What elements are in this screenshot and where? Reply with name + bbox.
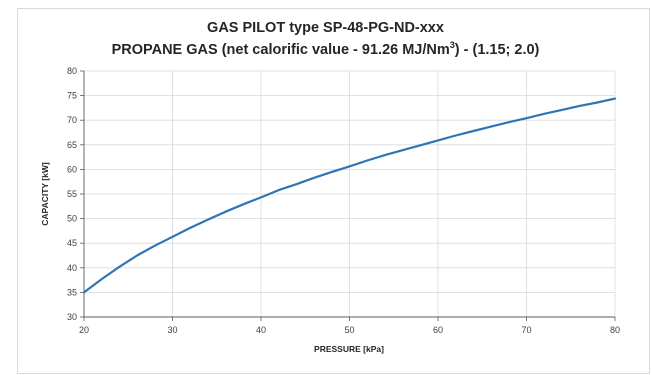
y-tick-label: 50 [67, 214, 77, 224]
x-axis-title: PRESSURE [kPa] [314, 344, 384, 354]
grid-lines [84, 70, 616, 317]
series-layer [82, 97, 617, 294]
x-tick-label: 30 [167, 325, 177, 335]
y-tick-label: 35 [67, 287, 77, 297]
subtitle-suffix: ) - (1.15; 2.0) [454, 41, 540, 58]
y-tick-label: 60 [67, 164, 77, 174]
x-tick-label: 70 [521, 325, 531, 335]
chart-frame [17, 8, 650, 374]
x-tick-label: 40 [256, 325, 266, 335]
y-tick-label: 75 [67, 91, 77, 101]
x-tick-label: 80 [610, 325, 620, 335]
axes [80, 70, 616, 321]
y-tick-label: 65 [67, 140, 77, 150]
subtitle-prefix: PROPANE GAS (net calorific value - 91.26… [111, 41, 450, 58]
x-tick-label: 20 [79, 325, 89, 335]
y-tick-label: 55 [67, 189, 77, 199]
y-tick-label: 40 [67, 263, 77, 273]
chart-title: GAS PILOT type SP-48-PG-ND-xxx [207, 20, 444, 36]
y-tick-label: 80 [67, 66, 77, 76]
y-tick-label: 30 [67, 312, 77, 322]
subtitle-superscript: 3 [449, 40, 455, 50]
x-tick-label: 50 [344, 325, 354, 335]
chart-subtitle: PROPANE GAS (net calorific value - 91.26… [0, 40, 651, 58]
capacity-curve [82, 97, 617, 294]
x-tick-label: 60 [433, 325, 443, 335]
y-tick-label: 45 [67, 238, 77, 248]
y-axis-title: CAPACITY [kW] [40, 162, 50, 226]
y-tick-label: 70 [67, 115, 77, 125]
